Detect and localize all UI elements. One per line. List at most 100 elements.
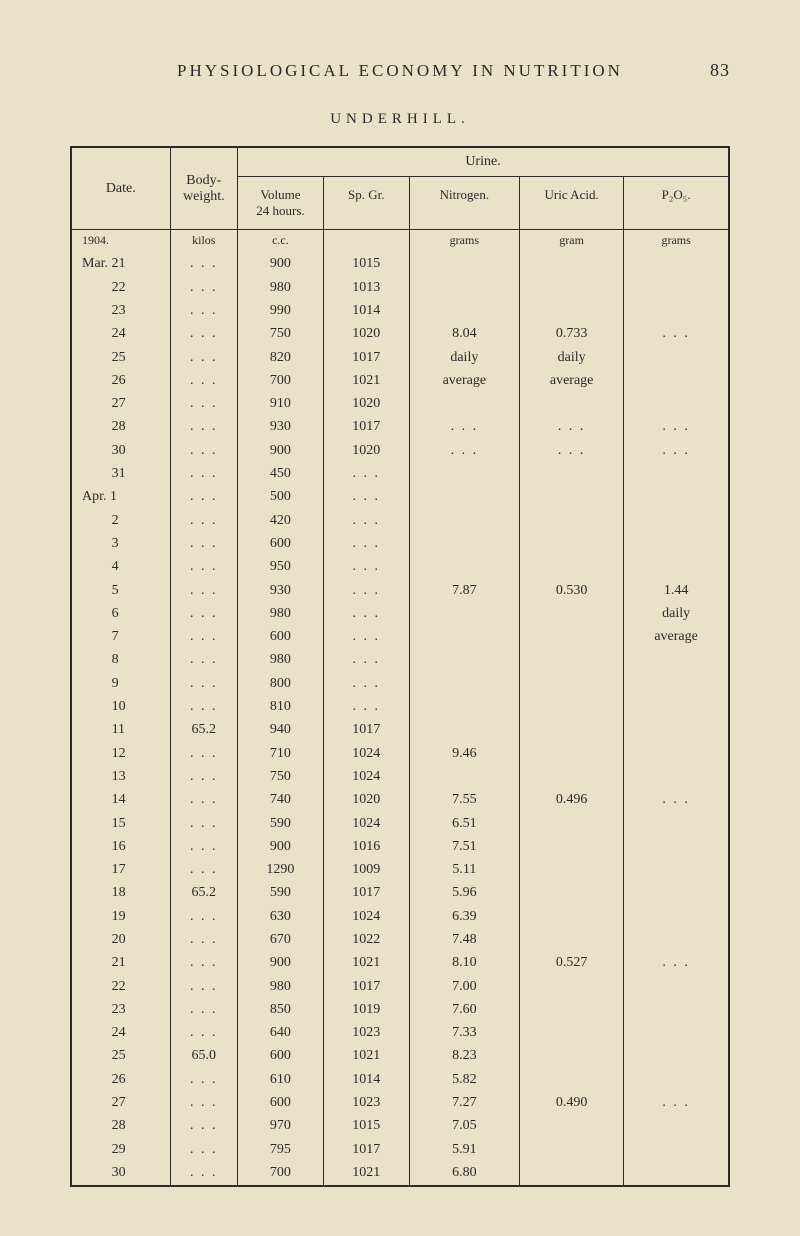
sp-cell: 1020: [323, 439, 409, 462]
nit-cell: [409, 556, 519, 579]
body-cell: . . .: [170, 905, 237, 928]
p-cell: [624, 1138, 728, 1161]
page-number: 83: [690, 60, 730, 81]
table-row: Mar. 2565.060010218.23: [72, 1045, 728, 1068]
date-cell: Mar. 10: [72, 696, 170, 719]
vol-cell: 900: [238, 253, 324, 276]
uric-cell: . . .: [520, 439, 624, 462]
uric-cell: [520, 276, 624, 299]
table-row: Mar. 17. . .129010095.11: [72, 859, 728, 882]
sp-cell: . . .: [323, 556, 409, 579]
body-cell: . . .: [170, 323, 237, 346]
vol-cell: 640: [238, 1022, 324, 1045]
vol-cell: 795: [238, 1138, 324, 1161]
nit-cell: 6.51: [409, 812, 519, 835]
body-cell: . . .: [170, 1068, 237, 1091]
vol-cell: 600: [238, 626, 324, 649]
p-cell: . . .: [624, 789, 728, 812]
p-cell: [624, 929, 728, 952]
unit-nit: grams: [409, 230, 519, 253]
sp-cell: 1019: [323, 998, 409, 1021]
sp-cell: . . .: [323, 602, 409, 625]
nit-cell: [409, 626, 519, 649]
nit-cell: [409, 486, 519, 509]
uric-cell: [520, 905, 624, 928]
body-cell: . . .: [170, 556, 237, 579]
table-row: Mar. 5. . .930. . .7.870.5301.44: [72, 579, 728, 602]
vol-cell: 750: [238, 765, 324, 788]
sp-cell: . . .: [323, 532, 409, 555]
sp-cell: 1024: [323, 905, 409, 928]
body-cell: . . .: [170, 975, 237, 998]
body-cell: . . .: [170, 439, 237, 462]
table-row: Mar. 28. . .9301017. . .. . .. . .: [72, 416, 728, 439]
sp-cell: 1014: [323, 1068, 409, 1091]
vol-cell: 810: [238, 696, 324, 719]
date-cell: Mar. 26: [72, 369, 170, 392]
sp-cell: 1021: [323, 1045, 409, 1068]
body-cell: . . .: [170, 1022, 237, 1045]
vol-cell: 910: [238, 393, 324, 416]
date-cell: Mar. 8: [72, 649, 170, 672]
body-cell: . . .: [170, 579, 237, 602]
p-cell: average: [624, 626, 728, 649]
sp-cell: 1009: [323, 859, 409, 882]
body-cell: . . .: [170, 1115, 237, 1138]
nit-cell: 7.33: [409, 1022, 519, 1045]
table-row: Mar. 13. . .7501024: [72, 765, 728, 788]
date-cell: Mar. 24: [72, 1022, 170, 1045]
nit-cell: 8.10: [409, 952, 519, 975]
table-row: Mar. 23. . .85010197.60: [72, 998, 728, 1021]
col-header-uric: Uric Acid.: [520, 177, 624, 230]
nit-cell: 8.04: [409, 323, 519, 346]
p-cell: [624, 1115, 728, 1138]
body-cell: . . .: [170, 929, 237, 952]
col-header-body: Body-weight.: [170, 148, 237, 230]
unit-sp: [323, 230, 409, 253]
sp-cell: . . .: [323, 672, 409, 695]
col-header-spgr: Sp. Gr.: [323, 177, 409, 230]
uric-cell: [520, 1045, 624, 1068]
p-cell: [624, 369, 728, 392]
nit-cell: . . .: [409, 439, 519, 462]
uric-cell: 0.733: [520, 323, 624, 346]
table-row: Apr. 1. . .500. . .: [72, 486, 728, 509]
p-cell: [624, 1068, 728, 1091]
date-cell: Mar. 28: [72, 1115, 170, 1138]
p-cell: [624, 835, 728, 858]
body-cell: . . .: [170, 696, 237, 719]
sp-cell: 1024: [323, 742, 409, 765]
vol-cell: 980: [238, 649, 324, 672]
p-cell: [624, 393, 728, 416]
table-row: Mar. 27. . .9101020: [72, 393, 728, 416]
vol-cell: 900: [238, 439, 324, 462]
nit-cell: 7.55: [409, 789, 519, 812]
sp-cell: 1022: [323, 929, 409, 952]
uric-cell: [520, 626, 624, 649]
table-row: Mar. 22. . .98010177.00: [72, 975, 728, 998]
sp-cell: 1024: [323, 765, 409, 788]
date-cell: Mar. 26: [72, 1068, 170, 1091]
uric-cell: 0.527: [520, 952, 624, 975]
table-row: Mar. 16. . .90010167.51: [72, 835, 728, 858]
document-page: PHYSIOLOGICAL ECONOMY IN NUTRITION 83 UN…: [0, 0, 800, 1227]
date-cell: Mar. 25: [72, 346, 170, 369]
uric-cell: [520, 882, 624, 905]
nit-cell: 5.91: [409, 1138, 519, 1161]
vol-cell: 740: [238, 789, 324, 812]
body-cell: . . .: [170, 812, 237, 835]
uric-cell: [520, 765, 624, 788]
sp-cell: . . .: [323, 463, 409, 486]
p-cell: [624, 649, 728, 672]
body-cell: . . .: [170, 486, 237, 509]
p-cell: [624, 346, 728, 369]
p-cell: [624, 882, 728, 905]
vol-cell: 630: [238, 905, 324, 928]
nit-cell: [409, 672, 519, 695]
p-cell: . . .: [624, 439, 728, 462]
unit-vol: c.c.: [238, 230, 324, 253]
p-cell: [624, 463, 728, 486]
date-cell: Mar. 22: [72, 276, 170, 299]
table-row: Mar. 10. . .810. . .: [72, 696, 728, 719]
table-row: Mar. 6. . .980. . .daily: [72, 602, 728, 625]
